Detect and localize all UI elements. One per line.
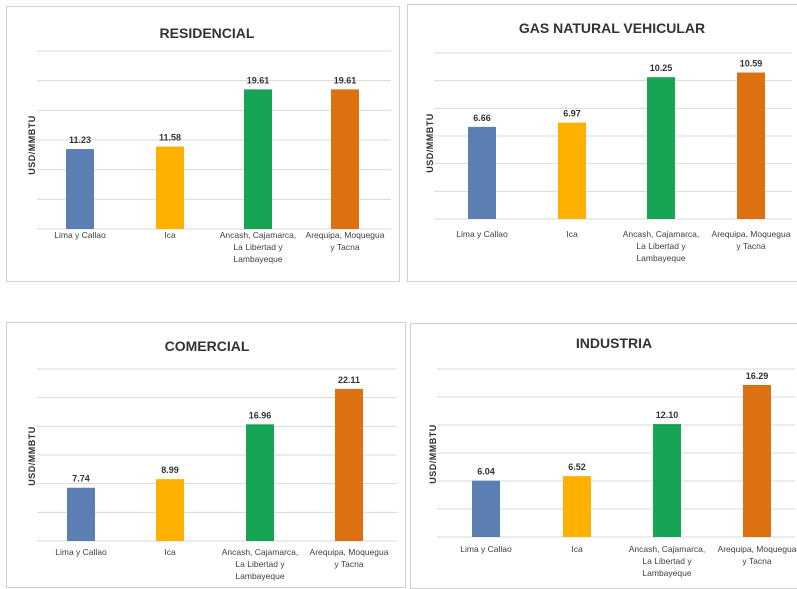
y-axis-label: USD/MMBTU xyxy=(27,115,37,175)
y-axis-label: USD/MMBTU xyxy=(428,424,438,484)
category-label: Ica xyxy=(164,547,176,557)
category-label: Ancash, Cajamarca, La Libertad y Lambayequ… xyxy=(623,229,700,263)
category-label-line: Arequipa, Moquegua xyxy=(310,547,389,557)
bar xyxy=(244,89,272,229)
category-label-line: Arequipa, Moquegua xyxy=(306,230,385,240)
category-label-line: Ica xyxy=(571,544,583,554)
bar xyxy=(653,424,681,537)
data-label: 22.11 xyxy=(338,375,360,385)
category-label-line: Ancash, Cajamarca, xyxy=(220,230,297,240)
category-label: Lima y Callao xyxy=(55,547,107,557)
category-label-line: Lambayeque xyxy=(233,254,282,264)
category-label-line: Ancash, Cajamarca, xyxy=(629,544,706,554)
bar xyxy=(737,72,765,219)
category-label-line: y Tacna xyxy=(334,559,363,569)
category-label-line: Lima y Callao xyxy=(456,229,508,239)
category-label-line: La Libertad y xyxy=(235,559,285,569)
bar xyxy=(558,122,586,219)
category-label-line: Ancash, Cajamarca, xyxy=(222,547,299,557)
bar xyxy=(743,384,771,537)
chart-panel-gas-natural-vehicular: GAS NATURAL VEHICULAR USD/MMBTU 6.66 Lima… xyxy=(407,4,797,282)
bar xyxy=(563,476,591,537)
data-label: 19.61 xyxy=(334,75,357,85)
bar xyxy=(331,89,359,229)
y-axis-label: USD/MMBTU xyxy=(425,113,435,173)
data-label: 16.29 xyxy=(746,371,769,381)
bar xyxy=(156,146,184,229)
category-label-line: La Libertad y xyxy=(636,241,686,251)
data-label: 8.99 xyxy=(161,465,179,475)
industria-chart: INDUSTRIA USD/MMBTU 6.04 Lima y Callao 6.5… xyxy=(428,335,797,578)
category-label-line: Ica xyxy=(164,230,176,240)
category-label-line: Lima y Callao xyxy=(54,230,106,240)
category-label-line: La Libertad y xyxy=(233,242,283,252)
data-label: 11.58 xyxy=(159,133,181,143)
chart-panel-industria: INDUSTRIA USD/MMBTU 6.04 Lima y Callao 6.5… xyxy=(410,323,797,589)
data-label: 19.61 xyxy=(247,75,270,85)
chart-panel-comercial: COMERCIAL USD/MMBTU 7.74 Lima y Callao 8.9… xyxy=(6,322,406,588)
data-label: 11.23 xyxy=(69,135,91,145)
data-label: 6.66 xyxy=(473,113,491,123)
residencial-chart: RESIDENCIAL USD/MMBTU 11.23 Lima y Callao… xyxy=(27,25,391,264)
category-label-line: Lambayeque xyxy=(636,253,685,263)
category-label: Arequipa, Moquegua y Tacna xyxy=(310,547,389,569)
category-label-line: Ica xyxy=(164,547,176,557)
category-label-line: y Tacna xyxy=(742,556,771,566)
chart-panel-residencial: RESIDENCIAL USD/MMBTU 11.23 Lima y Callao… xyxy=(6,6,400,282)
chart-title: GAS NATURAL VEHICULAR xyxy=(519,20,705,36)
category-label-line: y Tacna xyxy=(736,241,765,251)
bar xyxy=(335,388,363,541)
data-label: 6.04 xyxy=(477,467,495,477)
data-label: 10.59 xyxy=(740,59,763,69)
bar xyxy=(67,487,95,541)
category-label: Lima y Callao xyxy=(460,544,512,554)
data-label: 7.74 xyxy=(72,474,90,484)
category-label-line: La Libertad y xyxy=(642,556,692,566)
category-label-line: Arequipa, Moquegua xyxy=(712,229,791,239)
category-label-line: Ica xyxy=(566,229,578,239)
chart-title: INDUSTRIA xyxy=(576,335,652,351)
category-label: Lima y Callao xyxy=(456,229,508,239)
category-label: Ancash, Cajamarca, La Libertad y Lambayequ… xyxy=(222,547,299,581)
data-label: 16.96 xyxy=(249,410,272,420)
bar xyxy=(246,424,274,541)
gas-natural-vehicular-chart: GAS NATURAL VEHICULAR USD/MMBTU 6.66 Lima… xyxy=(425,20,792,263)
category-label: Ica xyxy=(566,229,578,239)
data-label: 6.52 xyxy=(568,462,586,472)
category-label-line: Lima y Callao xyxy=(55,547,107,557)
category-label-line: Lima y Callao xyxy=(460,544,512,554)
category-label: Lima y Callao xyxy=(54,230,106,240)
category-label-line: Arequipa, Moquegua xyxy=(718,544,797,554)
bar xyxy=(647,77,675,219)
category-label: Ica xyxy=(164,230,176,240)
category-label-line: Lambayeque xyxy=(642,568,691,578)
category-label: Arequipa, Moquegua y Tacna xyxy=(306,230,385,252)
category-label: Arequipa, Moquegua y Tacna xyxy=(712,229,791,251)
bar xyxy=(468,126,496,219)
category-label: Arequipa, Moquegua y Tacna xyxy=(718,544,797,566)
data-label: 12.10 xyxy=(656,410,679,420)
category-label: Ancash, Cajamarca, La Libertad y Lambayequ… xyxy=(629,544,706,578)
bar xyxy=(156,479,184,541)
data-label: 10.25 xyxy=(650,63,673,73)
category-label-line: y Tacna xyxy=(330,242,359,252)
category-label-line: Lambayeque xyxy=(235,571,284,581)
category-label: Ica xyxy=(571,544,583,554)
comercial-chart: COMERCIAL USD/MMBTU 7.74 Lima y Callao 8.9… xyxy=(27,338,397,581)
category-label: Ancash, Cajamarca, La Libertad y Lambayequ… xyxy=(220,230,297,264)
category-label-line: Ancash, Cajamarca, xyxy=(623,229,700,239)
y-axis-label: USD/MMBTU xyxy=(27,426,37,486)
bar xyxy=(66,149,94,229)
bar xyxy=(472,480,500,537)
chart-title: COMERCIAL xyxy=(165,338,250,354)
chart-title: RESIDENCIAL xyxy=(160,25,255,41)
data-label: 6.97 xyxy=(563,109,581,119)
